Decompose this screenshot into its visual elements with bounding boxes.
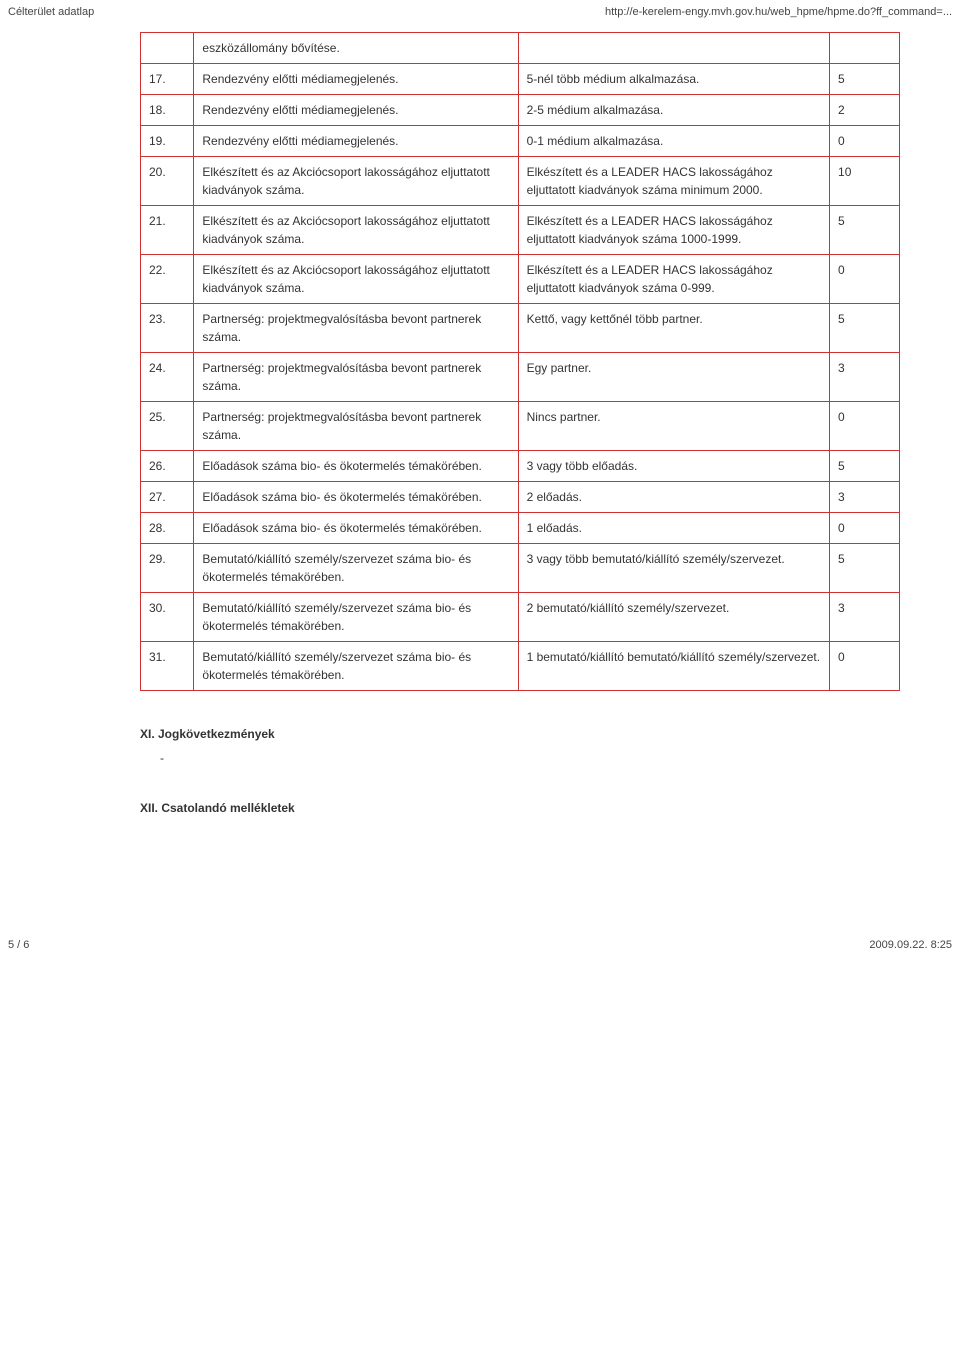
row-number: 26. [141,451,194,482]
main-content: eszközállomány bővítése. 17.Rendezvény e… [0,22,960,855]
row-number: 21. [141,206,194,255]
row-number: 17. [141,64,194,95]
page-header: Célterület adatlap http://e-kerelem-engy… [0,0,960,22]
table-row: 31.Bemutató/kiállító személy/szervezet s… [141,642,900,691]
row-desc: Elkészített és az Akciócsoport lakosságá… [194,255,518,304]
row-desc: Előadások száma bio- és ökotermelés téma… [194,482,518,513]
table-row: 22.Elkészített és az Akciócsoport lakoss… [141,255,900,304]
row-score: 5 [830,64,900,95]
row-value: Kettő, vagy kettőnél több partner. [518,304,829,353]
row-desc: Előadások száma bio- és ökotermelés téma… [194,451,518,482]
row-value: 0-1 médium alkalmazása. [518,126,829,157]
table-row: 30.Bemutató/kiállító személy/szervezet s… [141,593,900,642]
row-number: 27. [141,482,194,513]
row-number: 31. [141,642,194,691]
section-xi-body: - [160,751,900,765]
row-score: 5 [830,544,900,593]
row-value: Elkészített és a LEADER HACS lakosságáho… [518,157,829,206]
row-desc: Elkészített és az Akciócsoport lakosságá… [194,206,518,255]
top-text-cell: eszközállomány bővítése. [194,33,518,64]
table-row: 20.Elkészített és az Akciócsoport lakoss… [141,157,900,206]
row-value: 2-5 médium alkalmazása. [518,95,829,126]
row-desc: Partnerség: projektmegvalósításba bevont… [194,402,518,451]
row-value: 1 előadás. [518,513,829,544]
row-number: 30. [141,593,194,642]
row-score: 10 [830,157,900,206]
table-row: 17.Rendezvény előtti médiamegjelenés.5-n… [141,64,900,95]
row-score: 0 [830,513,900,544]
table-row: 23.Partnerség: projektmegvalósításba bev… [141,304,900,353]
row-desc: Bemutató/kiállító személy/szervezet szám… [194,544,518,593]
table-row: 19.Rendezvény előtti médiamegjelenés.0-1… [141,126,900,157]
row-score: 0 [830,126,900,157]
row-score: 0 [830,642,900,691]
row-number: 23. [141,304,194,353]
row-desc: Bemutató/kiállító személy/szervezet szám… [194,593,518,642]
section-xii-title: XII. Csatolandó mellékletek [140,801,900,815]
row-value: 3 vagy több bemutató/kiállító személy/sz… [518,544,829,593]
row-value: Elkészített és a LEADER HACS lakosságáho… [518,255,829,304]
row-score: 0 [830,255,900,304]
row-desc: Rendezvény előtti médiamegjelenés. [194,64,518,95]
table-top-row: eszközállomány bővítése. [141,33,900,64]
row-number: 22. [141,255,194,304]
row-desc: Partnerség: projektmegvalósításba bevont… [194,304,518,353]
row-value: 5-nél több médium alkalmazása. [518,64,829,95]
table-row: 29.Bemutató/kiállító személy/szervezet s… [141,544,900,593]
footer-left: 5 / 6 [8,939,29,951]
criteria-table: eszközállomány bővítése. 17.Rendezvény e… [140,32,900,691]
row-desc: Bemutató/kiállító személy/szervezet szám… [194,642,518,691]
table-row: 28.Előadások száma bio- és ökotermelés t… [141,513,900,544]
row-desc: Partnerség: projektmegvalósításba bevont… [194,353,518,402]
row-score: 5 [830,206,900,255]
row-score: 5 [830,304,900,353]
row-value: 2 előadás. [518,482,829,513]
row-value: 2 bemutató/kiállító személy/szervezet. [518,593,829,642]
row-score: 3 [830,353,900,402]
header-left: Célterület adatlap [8,6,94,18]
row-score: 3 [830,593,900,642]
table-row: 21.Elkészített és az Akciócsoport lakoss… [141,206,900,255]
row-number: 19. [141,126,194,157]
row-number: 29. [141,544,194,593]
footer-right: 2009.09.22. 8:25 [869,939,952,951]
row-number: 28. [141,513,194,544]
table-row: 27.Előadások száma bio- és ökotermelés t… [141,482,900,513]
row-score: 2 [830,95,900,126]
row-value: 3 vagy több előadás. [518,451,829,482]
row-score: 5 [830,451,900,482]
table-row: 18.Rendezvény előtti médiamegjelenés.2-5… [141,95,900,126]
row-number: 25. [141,402,194,451]
row-score: 0 [830,402,900,451]
row-number: 18. [141,95,194,126]
row-number: 24. [141,353,194,402]
row-desc: Elkészített és az Akciócsoport lakosságá… [194,157,518,206]
section-xi-title: XI. Jogkövetkezmények [140,727,900,741]
table-row: 25.Partnerség: projektmegvalósításba bev… [141,402,900,451]
row-score: 3 [830,482,900,513]
row-desc: Rendezvény előtti médiamegjelenés. [194,95,518,126]
row-value: 1 bemutató/kiállító bemutató/kiállító sz… [518,642,829,691]
row-value: Elkészített és a LEADER HACS lakosságáho… [518,206,829,255]
row-value: Nincs partner. [518,402,829,451]
row-number: 20. [141,157,194,206]
header-right: http://e-kerelem-engy.mvh.gov.hu/web_hpm… [605,6,952,18]
page-footer: 5 / 6 2009.09.22. 8:25 [0,935,960,959]
row-desc: Rendezvény előtti médiamegjelenés. [194,126,518,157]
table-row: 24.Partnerség: projektmegvalósításba bev… [141,353,900,402]
table-row: 26.Előadások száma bio- és ökotermelés t… [141,451,900,482]
row-desc: Előadások száma bio- és ökotermelés téma… [194,513,518,544]
row-value: Egy partner. [518,353,829,402]
